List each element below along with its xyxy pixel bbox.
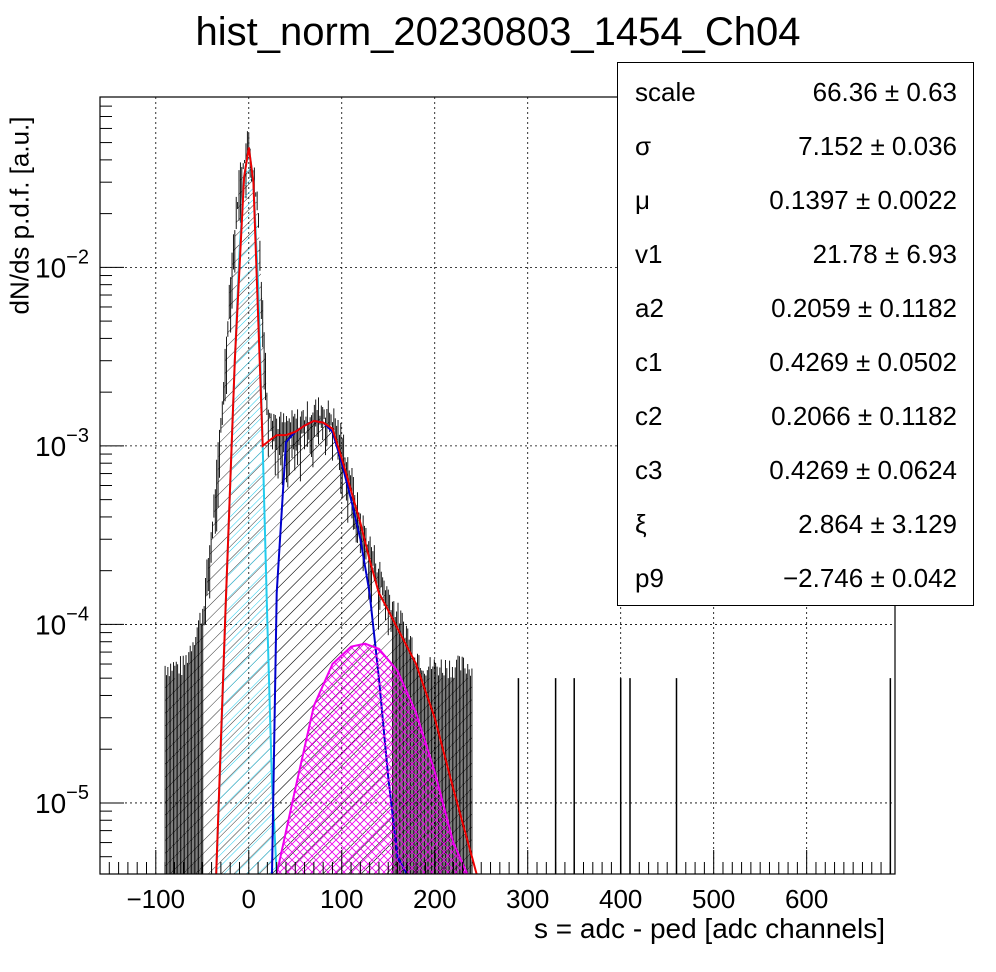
y-tick-label: 10−2 bbox=[35, 246, 89, 283]
x-tick-label: 300 bbox=[506, 884, 549, 914]
stat-key: a2 bbox=[635, 293, 664, 323]
x-tick-label: 200 bbox=[413, 884, 456, 914]
double-fill bbox=[276, 643, 468, 874]
stat-value: 2.864 ± 3.129 bbox=[798, 509, 957, 539]
stat-row: a2 0.2059 ± 0.1182 bbox=[618, 279, 973, 333]
stat-row: p9 −2.746 ± 0.042 bbox=[618, 549, 973, 603]
stat-value: 0.4269 ± 0.0624 bbox=[769, 455, 957, 485]
x-tick-label: 400 bbox=[599, 884, 642, 914]
stat-value: 0.2066 ± 0.1182 bbox=[771, 401, 957, 431]
stat-key: c2 bbox=[635, 401, 663, 431]
stat-value: −2.746 ± 0.042 bbox=[782, 563, 957, 593]
x-tick-label: 500 bbox=[692, 884, 735, 914]
x-axis-label: s = adc - ped [adc channels] bbox=[534, 913, 885, 944]
x-tick-label: 100 bbox=[320, 884, 363, 914]
fit-stats-box: scale 66.36 ± 0.63 σ 7.152 ± 0.036 μ 0.1397 ±… bbox=[617, 62, 974, 606]
stat-row: σ 7.152 ± 0.036 bbox=[618, 117, 973, 171]
pedestal-fill bbox=[216, 147, 277, 874]
chart-title: hist_norm_20230803_1454_Ch04 bbox=[195, 10, 801, 54]
stat-value: 0.1397 ± 0.0022 bbox=[769, 185, 957, 215]
stat-row: c3 0.4269 ± 0.0624 bbox=[618, 441, 973, 495]
stat-value: 66.36 ± 0.63 bbox=[812, 77, 957, 107]
stat-row: ξ 2.864 ± 3.129 bbox=[618, 495, 973, 549]
series-layer bbox=[164, 131, 892, 874]
stat-key: μ bbox=[635, 185, 650, 215]
x-tick-label: 0 bbox=[242, 884, 256, 914]
x-tick-labels: −100 0 100 200 300 400 500 600 bbox=[127, 884, 829, 914]
y-tick-label: 10−5 bbox=[35, 782, 89, 819]
stat-key: c1 bbox=[635, 347, 663, 377]
stat-value: 7.152 ± 0.036 bbox=[798, 131, 957, 161]
stat-key: scale bbox=[635, 77, 696, 107]
x-tick-label: −100 bbox=[127, 884, 186, 914]
stat-key: σ bbox=[635, 131, 652, 161]
stat-key: v1 bbox=[635, 239, 663, 269]
axis-ticks bbox=[100, 96, 891, 875]
stat-value: 0.2059 ± 0.1182 bbox=[771, 293, 957, 323]
stat-row: v1 21.78 ± 6.93 bbox=[618, 225, 973, 279]
y-axis-label: dN/ds p.d.f. [a.u.] bbox=[4, 116, 35, 315]
y-tick-label: 10−3 bbox=[35, 425, 89, 462]
stat-key: p9 bbox=[635, 563, 664, 593]
double-curve bbox=[275, 642, 469, 874]
total-fit-curve bbox=[215, 147, 478, 874]
stat-row: μ 0.1397 ± 0.0022 bbox=[618, 171, 973, 225]
y-tick-labels: 10−5 10−4 10−3 10−2 bbox=[35, 246, 89, 819]
stat-row: c2 0.2066 ± 0.1182 bbox=[618, 387, 973, 441]
stat-key: ξ bbox=[635, 509, 647, 539]
stat-row: c1 0.4269 ± 0.0502 bbox=[618, 333, 973, 387]
stat-row: scale 66.36 ± 0.63 bbox=[618, 63, 973, 117]
y-tick-label: 10−4 bbox=[35, 603, 89, 640]
stat-key: c3 bbox=[635, 455, 663, 485]
stat-value: 0.4269 ± 0.0502 bbox=[769, 347, 957, 377]
stat-value: 21.78 ± 6.93 bbox=[812, 239, 957, 269]
x-tick-label: 600 bbox=[785, 884, 828, 914]
